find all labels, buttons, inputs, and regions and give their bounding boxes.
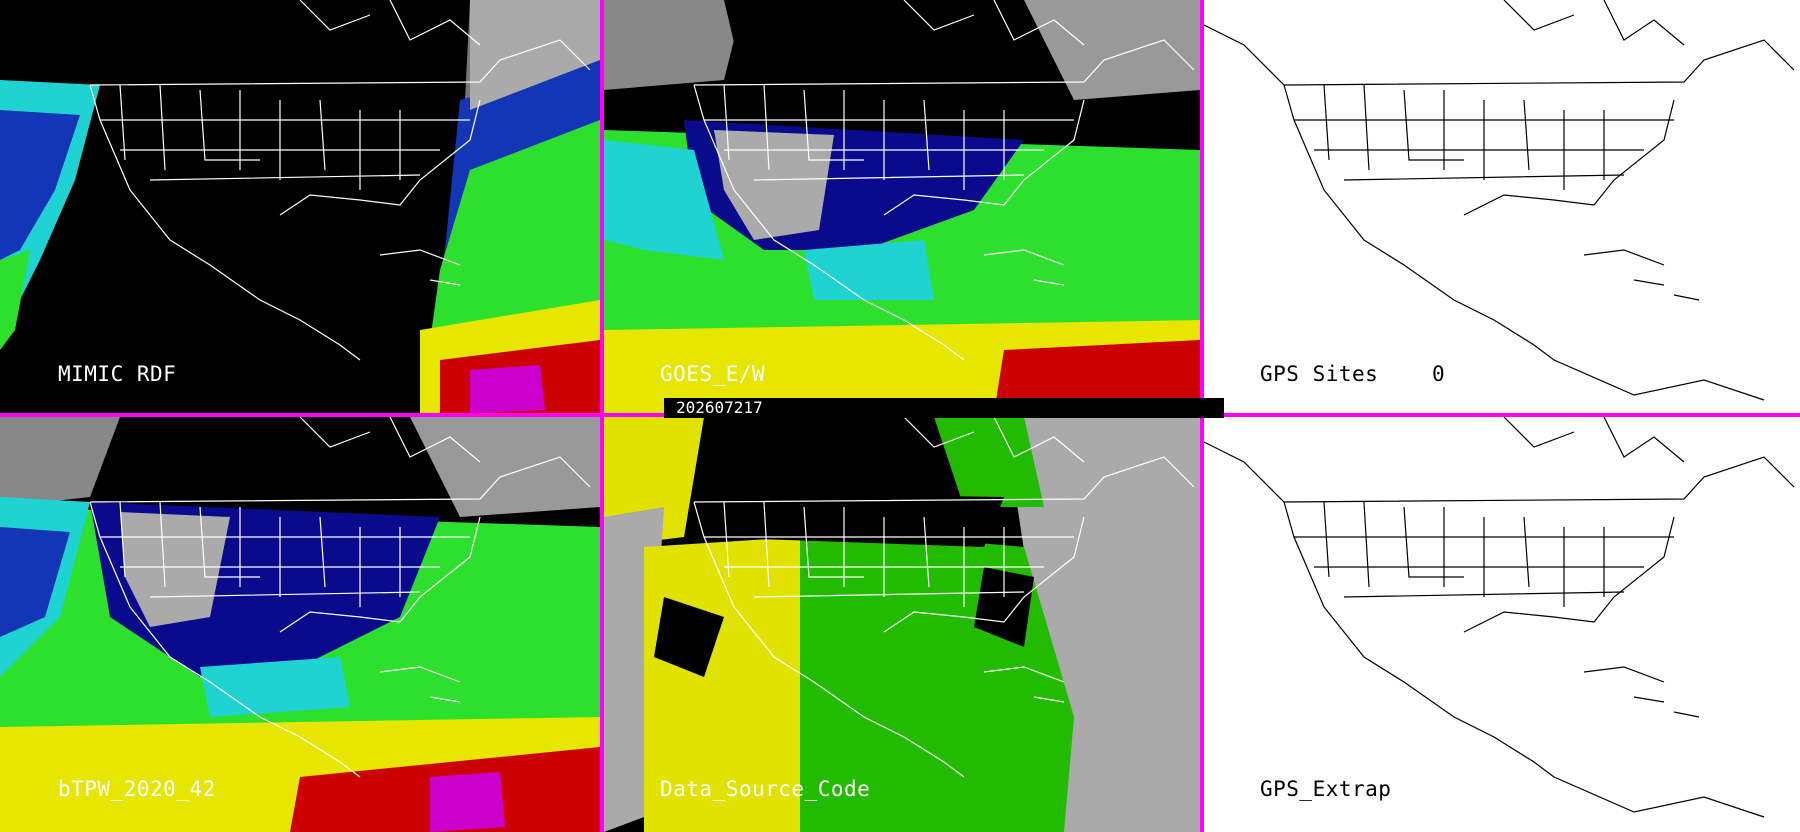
map-panel-gps-extrap: GPS_Extrap [1204, 417, 1800, 832]
map-panel-mimic-rdf: MIMIC RDF [0, 0, 600, 413]
timestamp-bar: 202607217 [664, 398, 1224, 418]
data-source-code-map [604, 417, 1200, 832]
vertical-divider-left [600, 0, 604, 832]
map-panel-goes: GOES_E/W [604, 0, 1200, 413]
gps-sites-map [1204, 0, 1800, 413]
panel-label: GPS_Extrap [1260, 777, 1392, 801]
gps-extrap-map [1204, 417, 1800, 832]
mimic-map [0, 0, 600, 413]
panel-label: MIMIC RDF [58, 362, 177, 386]
panel-label: bTPW_2020_42 [58, 777, 216, 801]
map-panel-data-source-code: Data_Source_Code [604, 417, 1200, 832]
panel-label: Data_Source_Code [660, 777, 871, 801]
map-panel-btpw: bTPW_2020_42 [0, 417, 600, 832]
map-panel-gps-sites: GPS Sites 0 [1204, 0, 1800, 413]
btpw-map [0, 417, 600, 832]
panel-label: GOES_E/W [660, 362, 766, 386]
gps-sites-count: 0 [1432, 362, 1445, 386]
goes-map [604, 0, 1200, 413]
panel-label: GPS Sites [1260, 362, 1379, 386]
